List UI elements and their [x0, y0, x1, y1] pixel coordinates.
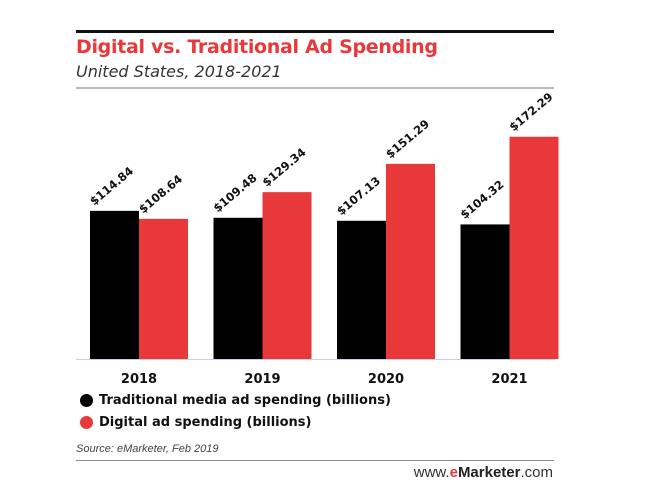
chart-subtitle: United States, 2018-2021 [76, 62, 282, 81]
bar-traditional-2020 [337, 220, 386, 359]
bar-digital-2020 [386, 163, 435, 359]
value-label-traditional-2021: $104.32 [457, 177, 506, 221]
value-label-traditional-2018: $114.84 [87, 164, 136, 208]
value-label-digital-2021: $172.29 [506, 90, 555, 134]
brand-e: e [449, 464, 458, 481]
x-tick-label-2018: 2018 [121, 372, 157, 387]
brand-logo: www.eMarketer.com [414, 464, 553, 481]
value-label-digital-2019: $129.34 [259, 145, 308, 189]
source-note: Source: eMarketer, Feb 2019 [76, 443, 219, 455]
chart-title: Digital vs. Traditional Ad Spending [76, 36, 438, 58]
legend-item-digital: Digital ad spending (billions) [80, 415, 311, 430]
bar-traditional-2019 [213, 217, 263, 359]
legend-label-digital: Digital ad spending (billions) [99, 415, 312, 430]
bar-chart: $114.84 $108.64 $109.48$129.34 $107.13$151.… [76, 90, 559, 387]
bar-traditional-2018 [90, 210, 139, 359]
value-label-traditional-2020: $107.13 [334, 174, 383, 218]
brand-suffix: .com [520, 464, 553, 481]
legend-swatch-digital [80, 416, 93, 429]
x-tick-label-2020: 2020 [368, 372, 404, 387]
value-label-digital-2018: $108.64 [136, 172, 185, 216]
x-tick-label-2021: 2021 [491, 372, 527, 387]
legend-item-traditional: Traditional media ad spending (billions) [80, 393, 391, 408]
x-tick-label-2019: 2019 [244, 372, 280, 387]
brand-name: Marketer [457, 464, 521, 481]
value-label-digital-2020: $151.29 [383, 117, 432, 161]
legend-label-traditional: Traditional media ad spending (billions) [99, 393, 391, 408]
subtitle-rule [76, 87, 554, 89]
bar-digital-2018 [139, 218, 188, 359]
top-rule [76, 30, 554, 33]
bottom-rule [76, 460, 554, 461]
brand-prefix: www. [413, 464, 450, 481]
value-label-traditional-2019: $109.48 [210, 171, 259, 215]
legend-swatch-traditional [80, 394, 93, 407]
bar-digital-2021 [509, 136, 559, 359]
bar-digital-2019 [262, 192, 312, 359]
bar-traditional-2021 [460, 224, 510, 359]
